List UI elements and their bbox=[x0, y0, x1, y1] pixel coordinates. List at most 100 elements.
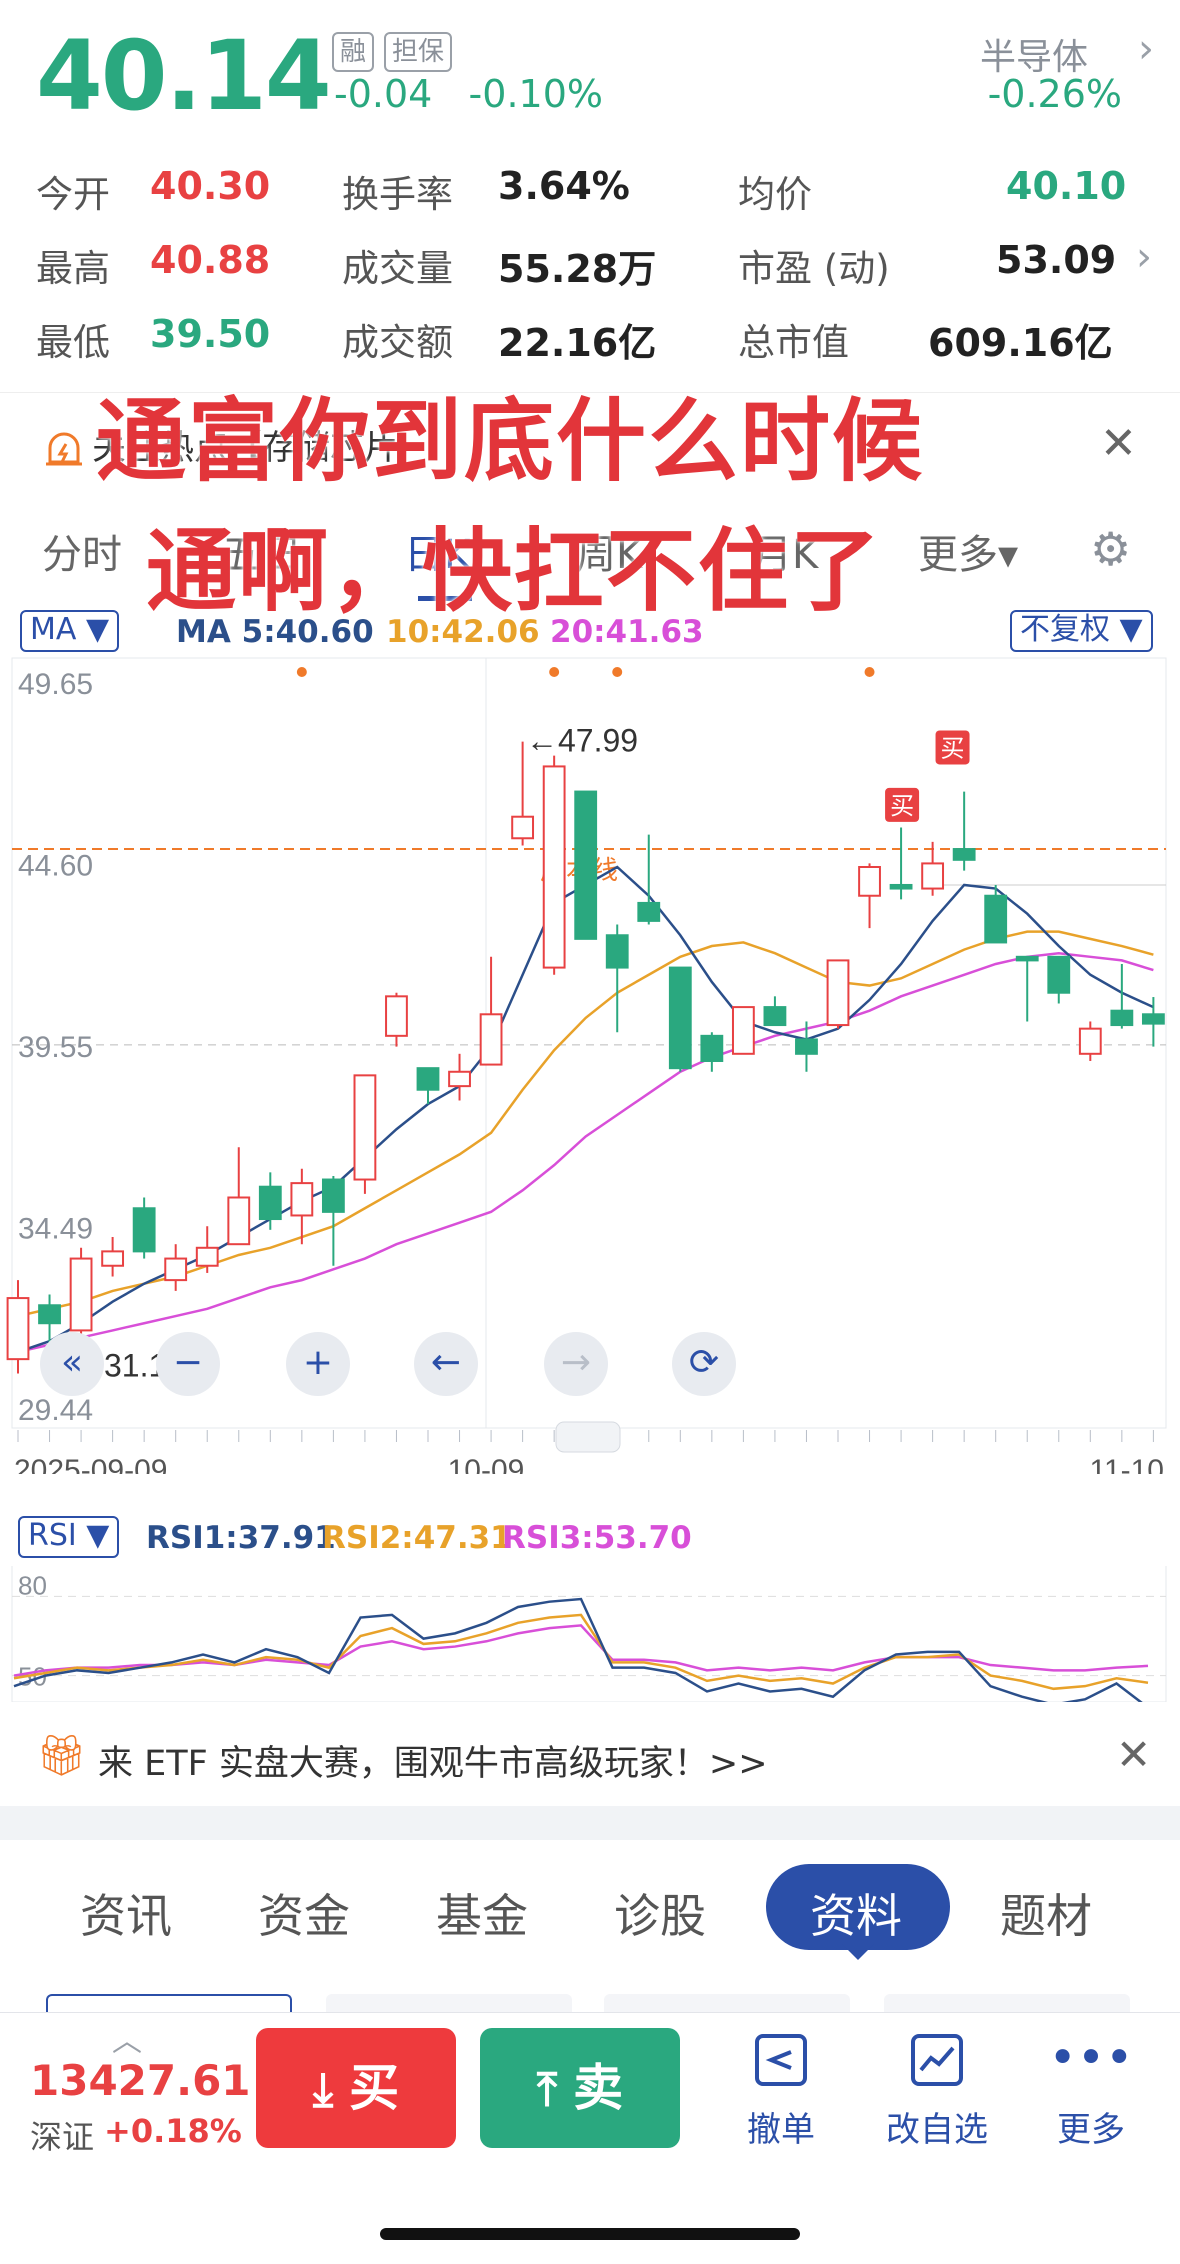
ma20-readout: 20:41.63 bbox=[550, 614, 704, 650]
more-dots-icon: ••• bbox=[1048, 2030, 1134, 2086]
more-button[interactable]: ••• 更多 bbox=[1026, 2030, 1156, 2150]
sector-name[interactable]: 半导体 bbox=[979, 37, 1088, 78]
edit-watchlist-button[interactable]: 改自选 bbox=[872, 2030, 1002, 2150]
tab-weekly-k[interactable]: 周K bbox=[576, 532, 643, 578]
candle-body bbox=[574, 790, 598, 940]
margin-tag: 融 bbox=[332, 32, 375, 72]
arrow-right-icon[interactable]: → bbox=[544, 1332, 608, 1396]
chevron-up-icon[interactable]: ︿ bbox=[112, 2024, 142, 2059]
high-annotation: ←47.99 bbox=[526, 723, 638, 759]
rsi-selector[interactable]: RSI ▼ bbox=[18, 1516, 120, 1558]
y-tick-label: 49.65 bbox=[18, 668, 93, 701]
tab-more[interactable]: 更多▾ bbox=[918, 532, 1019, 578]
current-price: 40.14 bbox=[36, 20, 332, 132]
rsi1-readout: RSI1:37.91 bbox=[146, 1520, 336, 1556]
index-value[interactable]: 13427.61 bbox=[30, 2056, 251, 2105]
tab-news[interactable]: 资讯 bbox=[80, 1889, 172, 1943]
close-icon[interactable]: ✕ bbox=[1100, 418, 1137, 469]
tab-daily-k[interactable]: 日K bbox=[404, 532, 471, 578]
alert-text[interactable]: 关注热点【存储芯片 bbox=[92, 428, 398, 468]
rsi-frame bbox=[11, 1566, 1167, 1702]
stat-label-low: 最低 bbox=[36, 321, 110, 364]
stat-label-avg-price: 均价 bbox=[738, 173, 812, 216]
gift-icon: 🎁︎ bbox=[36, 1733, 87, 1779]
ma5-readout: MA 5:40.60 bbox=[176, 614, 374, 650]
stat-value-pe[interactable]: 53.09 bbox=[996, 238, 1117, 282]
buy-marker-box bbox=[885, 787, 920, 822]
collateral-tag: 担保 bbox=[384, 32, 453, 72]
alert-bar[interactable] bbox=[0, 392, 1180, 502]
stat-label-high: 最高 bbox=[36, 247, 110, 290]
candle-body bbox=[385, 995, 408, 1037]
candle-body bbox=[69, 1257, 93, 1332]
candle-body bbox=[700, 1034, 724, 1062]
index-name: 深证 bbox=[30, 2118, 95, 2156]
candle-body bbox=[921, 862, 945, 890]
stat-value-high: 40.88 bbox=[150, 238, 271, 282]
sector-change: -0.26% bbox=[987, 72, 1122, 116]
buy-marker: 买 bbox=[935, 730, 970, 765]
x-tick-label: 10-09 bbox=[448, 1454, 525, 1474]
tab-capital[interactable]: 资金 bbox=[258, 1889, 350, 1943]
sell-label: 卖 bbox=[573, 2059, 624, 2117]
candle-body bbox=[858, 866, 881, 897]
stat-label-amount: 成交额 bbox=[342, 321, 453, 364]
tab-monthly-k[interactable]: 月K bbox=[752, 532, 819, 578]
candle-body bbox=[1110, 1009, 1134, 1027]
stat-value-low: 39.50 bbox=[150, 312, 271, 356]
cancel-order-button[interactable]: 撤单 bbox=[716, 2030, 846, 2150]
candle-body bbox=[1047, 955, 1071, 994]
candle-body bbox=[416, 1067, 440, 1091]
buy-button[interactable]: ⤓ 买 bbox=[256, 2028, 456, 2148]
y-tick-label: 34.49 bbox=[18, 1213, 93, 1246]
adjust-selector[interactable]: 不复权 ▼ bbox=[1010, 610, 1153, 652]
scroll-handle bbox=[555, 1421, 621, 1453]
stat-label-market-cap: 总市值 bbox=[738, 321, 849, 364]
chevron-right-icon[interactable]: › bbox=[1138, 26, 1154, 72]
tab-diagnose[interactable]: 诊股 bbox=[614, 1889, 706, 1943]
candle-body bbox=[1141, 1013, 1165, 1025]
stat-value-open: 40.30 bbox=[150, 164, 271, 208]
rsi3-line bbox=[13, 1624, 1149, 1677]
rotate-icon[interactable]: ⟳ bbox=[672, 1332, 736, 1396]
x-tick-label: 2025-09-09 bbox=[14, 1454, 167, 1474]
candle-body bbox=[511, 815, 535, 840]
event-dot bbox=[864, 667, 875, 677]
sell-arrow-icon: ⤒ bbox=[536, 2062, 574, 2116]
promo-banner[interactable] bbox=[0, 1702, 1180, 1806]
active-tab-pill bbox=[766, 1864, 950, 1950]
candle-body bbox=[132, 1207, 156, 1253]
candle-body bbox=[826, 959, 850, 1027]
tab-five-day[interactable]: 五日 bbox=[222, 532, 302, 578]
ma-selector[interactable]: MA ▼ bbox=[20, 610, 120, 652]
arrow-left-icon[interactable]: ← bbox=[414, 1332, 478, 1396]
tab-theme[interactable]: 题材 bbox=[1000, 1889, 1092, 1943]
close-icon[interactable]: ✕ bbox=[1116, 1730, 1152, 1779]
candle-body bbox=[290, 1182, 314, 1217]
chart-frame bbox=[11, 657, 1167, 1429]
edit-watchlist-label: 改自选 bbox=[886, 2110, 988, 2150]
ma10-readout: 10:42.06 bbox=[386, 614, 540, 650]
candle-body bbox=[353, 1074, 377, 1181]
banner-text[interactable]: 来 ETF 实盘大赛，围观牛市高级玩家！>> bbox=[98, 1744, 768, 1784]
tab-intraday[interactable]: 分时 bbox=[42, 532, 122, 578]
double-left-icon[interactable]: « bbox=[40, 1332, 104, 1396]
y-tick-label: 29.44 bbox=[18, 1394, 93, 1427]
tab-fund[interactable]: 基金 bbox=[436, 1889, 528, 1943]
gear-icon[interactable]: ⚙ bbox=[1090, 522, 1132, 576]
sell-button[interactable]: ⤒ 卖 bbox=[480, 2028, 680, 2148]
tab-profile[interactable]: 资料 bbox=[810, 1889, 902, 1943]
home-indicator bbox=[380, 2228, 800, 2240]
stat-value-volume: 55.28万 bbox=[498, 247, 657, 291]
kline-chart[interactable]: 成本线49.6544.6039.5534.4929.44←47.99←31.10… bbox=[0, 654, 1180, 1474]
zoom-in-icon[interactable]: + bbox=[286, 1332, 350, 1396]
stat-value-turnover: 3.64% bbox=[498, 164, 630, 208]
candle-body bbox=[763, 1006, 787, 1027]
buy-marker-label: 买 bbox=[890, 793, 914, 820]
candle-body bbox=[542, 765, 566, 969]
candle-body bbox=[448, 1070, 471, 1088]
zoom-out-icon[interactable]: − bbox=[156, 1332, 220, 1396]
chevron-right-icon[interactable]: › bbox=[1136, 234, 1152, 280]
event-dot bbox=[296, 667, 307, 677]
